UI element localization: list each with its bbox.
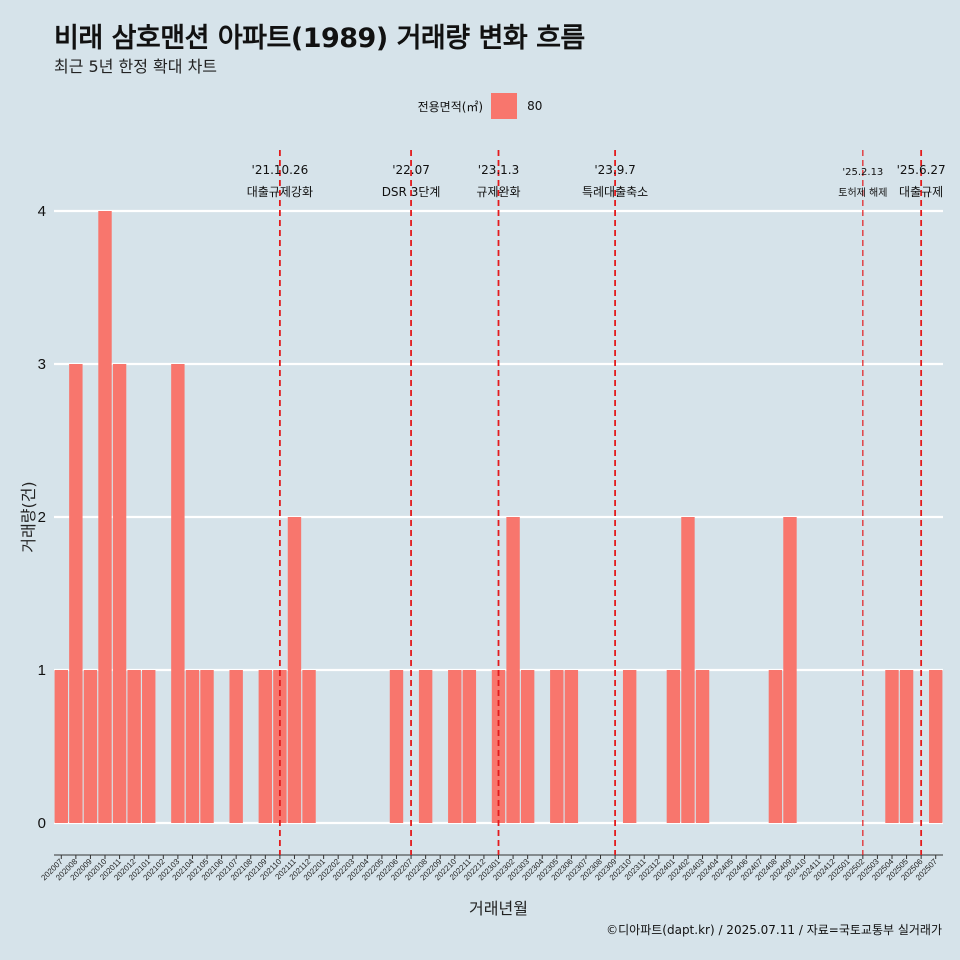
bar-202302 (506, 517, 520, 823)
bar-202008 (69, 364, 83, 823)
legend-title: 전용면적(㎡) (417, 99, 484, 114)
event-date-label: '23.9.7 (594, 163, 635, 177)
legend-label-80: 80 (527, 99, 543, 113)
bar-202310 (622, 670, 637, 823)
bar-202012 (127, 670, 141, 823)
event-date-label: '25.6.27 (897, 163, 946, 177)
bar-202103 (171, 364, 185, 823)
event-label: 대출규제 (899, 185, 943, 199)
bar-202007 (54, 670, 68, 823)
event-label: 규제완화 (476, 185, 520, 199)
bar-202206 (389, 670, 404, 823)
event-date-label: '23.1.3 (478, 163, 519, 177)
y-tick-label: 1 (38, 662, 46, 679)
bar-202505 (899, 670, 914, 823)
bar-202211 (462, 670, 477, 823)
bar-202111 (287, 517, 302, 823)
bar-202504 (885, 670, 899, 823)
legend-key-80 (491, 93, 518, 119)
bar-202112 (302, 670, 316, 823)
bar-202507 (929, 670, 943, 823)
event-label: 토허제 해제 (838, 186, 887, 199)
event-label: 대출규제강화 (247, 185, 313, 199)
bar-202301 (491, 670, 506, 823)
bar-202101 (142, 670, 156, 823)
bar-202210 (448, 670, 462, 823)
bar-202010 (98, 211, 112, 823)
bar-202208 (418, 670, 433, 823)
event-date-label: '21.10.26 (252, 163, 309, 177)
chart-subtitle: 최근 5년 한정 확대 차트 (54, 57, 218, 76)
y-tick-label: 3 (38, 356, 46, 373)
bar-202105 (200, 670, 214, 823)
event-date-label: '25.2.13 (842, 167, 883, 178)
legend: 전용면적(㎡) 80 (0, 93, 960, 119)
bar-202408 (768, 670, 783, 823)
bar-202306 (564, 670, 579, 823)
bar-202402 (681, 517, 695, 823)
y-tick-label: 0 (38, 815, 46, 832)
chart-title: 비래 삼호맨션 아파트(1989) 거래량 변화 흐름 (54, 23, 585, 54)
bar-202305 (550, 670, 564, 823)
bar-202107 (229, 670, 243, 823)
bar-202009 (83, 670, 98, 823)
bar-202409 (783, 517, 797, 823)
x-axis-title: 거래년월 (469, 899, 528, 918)
bar-202401 (666, 670, 681, 823)
bar-202104 (185, 670, 200, 823)
y-tick-label: 2 (38, 509, 46, 526)
bar-202403 (695, 670, 710, 823)
y-axis-title: 거래량(건) (19, 481, 38, 552)
bar-202110 (273, 670, 287, 823)
y-tick-label: 4 (38, 203, 46, 220)
caption: ©디아파트(dapt.kr) / 2025.07.11 / 자료=국토교통부 실… (606, 923, 942, 937)
event-date-label: '22.07 (392, 163, 430, 177)
bar-202011 (112, 364, 127, 823)
event-label: DSR 3단계 (382, 185, 441, 199)
event-label: 특례대출축소 (582, 185, 648, 199)
bar-202109 (258, 670, 273, 823)
bar-202303 (520, 670, 535, 823)
